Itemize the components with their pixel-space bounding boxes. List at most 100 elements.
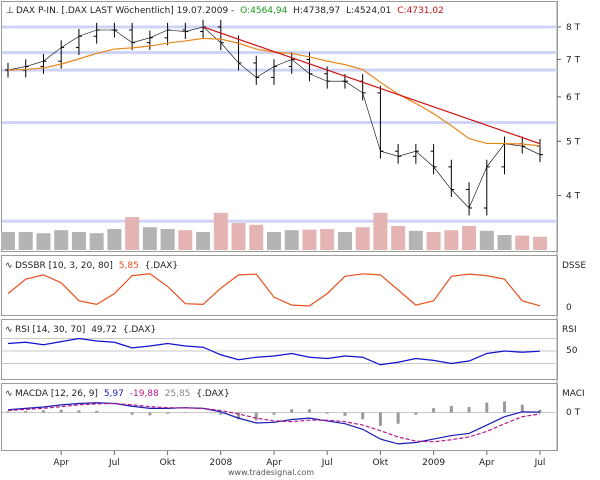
dssbr-axis-title: DSSE [562, 261, 586, 271]
x-tick-label: Jul [108, 458, 120, 468]
volume-bar [462, 226, 477, 250]
price-header-text: DAX P-IN. [.DAX LAST Wöchentlich] 19.07.… [16, 6, 444, 16]
macd-line [7, 402, 541, 445]
x-tick-label: 2008 [209, 458, 232, 468]
x-tick-label: 2009 [422, 458, 445, 468]
volume-bar [142, 227, 157, 250]
macd-value-1: 5,97 [104, 389, 124, 399]
moving-average [7, 37, 541, 147]
volume-bar [213, 212, 228, 250]
rsi-value: 49,72 [91, 325, 117, 335]
volume-bar [426, 232, 441, 250]
volume-bar [196, 232, 211, 250]
volume-bar [320, 229, 335, 250]
volume-bar [497, 235, 512, 250]
sma-line [7, 37, 541, 147]
macd-value-3: 25,85 [165, 389, 191, 399]
price-tick-labels: 8 T 7 T 6 T 5 T 4 T [557, 23, 581, 202]
volume-bar [444, 230, 459, 250]
volume-bar [125, 217, 140, 250]
ref-band-0 [2, 25, 557, 29]
x-tick-label: Apr [266, 458, 282, 468]
x-tick-label: Okt [160, 458, 176, 468]
price-close-line [7, 26, 541, 209]
rsi-header: ∿ RSI [14, 30, 70] 49,72 {.DAX} [5, 325, 156, 335]
x-tick-label: Okt [372, 458, 388, 468]
watermark: www.tradesignal.com [228, 468, 314, 477]
rsi-axis-50: 50 [566, 346, 578, 356]
volume-bar [54, 230, 69, 250]
volume-bar [267, 232, 281, 250]
volume-bar [89, 233, 104, 250]
volume-bar [391, 226, 406, 250]
volume-bar [337, 232, 352, 250]
dssbr-symbol: {.DAX} [145, 261, 178, 271]
x-tick-label: Apr [479, 458, 495, 468]
price-tick-label: 5 T [566, 137, 581, 147]
dssbr-line [7, 273, 541, 307]
macd-header: ∿ MACDA [12, 26, 9] 5,97 -19,88 25,85 {.… [5, 389, 230, 399]
volume-bar [533, 236, 547, 250]
volume-bar [408, 230, 423, 250]
volume-bar [284, 230, 299, 250]
rsi-line [7, 337, 541, 366]
macd-wave-icon: ∿ [5, 389, 13, 399]
dssbr-header-text: DSSBR [10, 3, 20, 80] 5,85 {.DAX} [15, 261, 178, 271]
macd-signal-line [7, 402, 541, 443]
price-tick-label: 7 T [566, 55, 581, 65]
rsi-header-text: RSI [14, 30, 70] 49,72 {.DAX} [15, 325, 156, 335]
price-panel-frame [1, 1, 558, 252]
macd-axis-zero: 0 T [566, 408, 581, 418]
ref-band-2 [2, 68, 557, 72]
macd-value-2: -19,88 [130, 389, 159, 399]
volume-bar [249, 224, 264, 250]
volume-bar [18, 232, 33, 250]
price-bars [5, 19, 543, 216]
dssbr-name: DSSBR [10, 3, 20, 80] [15, 261, 113, 271]
volume-bar [107, 229, 122, 250]
ref-band-4 [2, 219, 557, 223]
volume-bar [302, 229, 317, 250]
x-axis: Apr Jul Okt 2008 Apr Jul Okt 2009 Apr Jul [53, 451, 545, 468]
header-low: L:4524,01 [346, 6, 391, 16]
volume-bar [1, 232, 15, 250]
volume-bar [373, 212, 388, 250]
volume-bar [178, 230, 193, 250]
x-tick-label: Jul [321, 458, 333, 468]
volume-bar [160, 229, 175, 250]
volume-bar [36, 233, 51, 250]
trend-line [202, 26, 541, 145]
header-name: DAX P-IN. [.DAX LAST Wöchentlich] 19.07.… [16, 6, 234, 16]
rsi-wave-icon: ∿ [5, 325, 13, 335]
rsi-name: RSI [14, 30, 70] [15, 325, 85, 335]
volume-bar [479, 230, 494, 250]
rsi-axis-title: RSI [562, 325, 577, 335]
macd-axis-title: MACI [562, 389, 585, 399]
volume-bar [355, 227, 370, 250]
price-reference-bands [2, 25, 557, 223]
header-cross-icon: ⊥ [6, 6, 14, 16]
dssbr-wave-icon: ∿ [5, 261, 13, 271]
volume-bars [1, 212, 547, 250]
dssbr-header: ∿ DSSBR [10, 3, 20, 80] 5,85 {.DAX} [5, 261, 178, 271]
x-tick-label: Jul [534, 458, 546, 468]
price-tick-label: 4 T [566, 192, 581, 202]
price-tick-label: 8 T [566, 23, 581, 33]
header-close: C:4731,02 [397, 6, 444, 16]
macd-panel [2, 401, 557, 445]
rsi-panel [2, 337, 557, 366]
macd-header-text: MACDA [12, 26, 9] 5,97 -19,88 25,85 {.DA… [15, 389, 230, 399]
x-tick-label: Apr [53, 458, 69, 468]
rsi-symbol: {.DAX} [123, 325, 156, 335]
price-header: ⊥ DAX P-IN. [.DAX LAST Wöchentlich] 19.0… [6, 6, 444, 16]
dssbr-panel [7, 273, 541, 307]
trend-line-segment [202, 26, 541, 145]
macd-symbol: {.DAX} [196, 389, 229, 399]
header-open: O:4564,94 [240, 6, 287, 16]
dssbr-axis-zero: 0 [566, 303, 572, 313]
price-tick-label: 6 T [566, 93, 581, 103]
macd-name: MACDA [12, 26, 9] [15, 389, 98, 399]
header-high: H:4738,97 [293, 6, 340, 16]
volume-bar [515, 235, 530, 250]
